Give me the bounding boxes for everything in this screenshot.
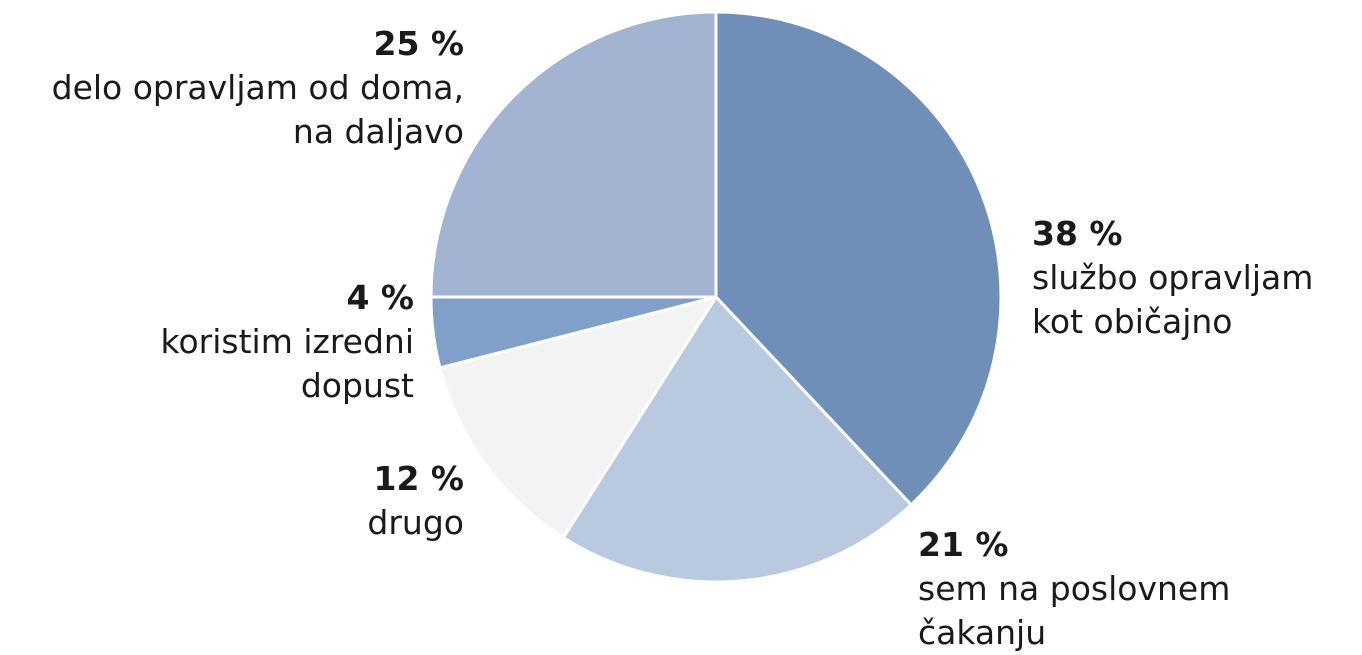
slice-label-other: 12 % drugo [367, 457, 464, 545]
slice-text-line: čakanju [918, 613, 1047, 652]
slice-percent: 12 % [373, 459, 464, 498]
slice-text-line: koristim izredni [160, 322, 414, 361]
slice-text-line: na daljavo [292, 112, 464, 151]
slice-text-line: delo opravljam od doma, [51, 68, 464, 107]
slice-text-line: drugo [367, 503, 464, 542]
pie-slice-1 [561, 295, 913, 584]
slice-text-line: dopust [300, 366, 414, 405]
slice-text-line: sem na poslovnem [918, 569, 1231, 608]
slice-text-line: kot običajno [1032, 302, 1233, 341]
slice-label-remote-work: 25 % delo opravljam od doma, na daljavo [52, 22, 464, 154]
slice-label-business-waiting: 21 % sem na poslovnem čakanju [918, 523, 1230, 655]
slice-percent: 4 % [346, 278, 414, 317]
pie-slice-4 [429, 10, 718, 299]
slice-percent: 25 % [373, 24, 464, 63]
slice-label-usual-work: 38 % službo opravljam kot običajno [1032, 212, 1313, 344]
slice-text-line: službo opravljam [1032, 258, 1314, 297]
slice-label-special-leave: 4 % koristim izredni dopust [161, 276, 414, 408]
slice-percent: 38 % [1032, 214, 1123, 253]
pie-slice-2 [438, 295, 718, 540]
pie-slice-0 [714, 10, 1003, 507]
slice-percent: 21 % [918, 525, 1009, 564]
